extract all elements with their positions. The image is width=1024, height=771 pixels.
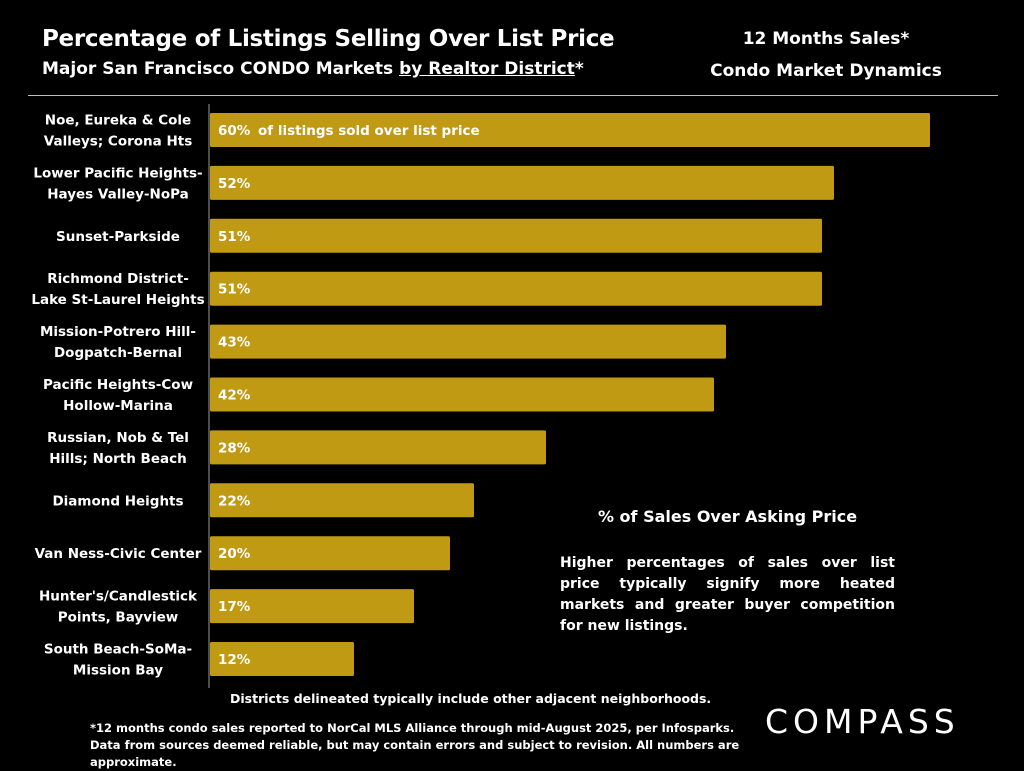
bar — [210, 377, 714, 412]
bar-value-label: 22% — [218, 493, 251, 509]
bar — [210, 218, 822, 253]
bar-value-label: 42% — [218, 388, 251, 404]
bar-value-label: 52% — [218, 176, 251, 192]
category-label: Van Ness-Civic Center — [35, 546, 202, 562]
header-divider — [28, 95, 998, 96]
bar — [210, 536, 450, 571]
bar — [210, 642, 354, 676]
right-header-line1: 12 Months Sales* — [742, 29, 910, 49]
bar — [210, 113, 930, 147]
category-label: Mission-Potrero Hill- — [40, 324, 196, 340]
annotation-heading: % of Sales Over Asking Price — [597, 507, 858, 526]
bar-value-label: 12% — [218, 652, 251, 668]
category-label: Pacific Heights-Cow — [43, 377, 193, 393]
subtitle-pre: Major San Francisco CONDO Markets — [42, 59, 400, 79]
bar — [210, 483, 474, 518]
right-header-line2: Condo Market Dynamics — [710, 61, 942, 81]
category-label: Sunset-Parkside — [56, 229, 180, 245]
category-label: Mission Bay — [73, 663, 163, 679]
category-label: South Beach-SoMa- — [44, 642, 192, 658]
category-label: Hills; North Beach — [49, 451, 186, 467]
category-label: Richmond District- — [47, 271, 189, 287]
bar — [210, 589, 414, 624]
category-label: Hunter's/Candlestick — [39, 589, 198, 605]
bar — [210, 430, 546, 465]
bar-value-label: 20% — [218, 546, 251, 562]
category-label: Valleys; Corona Hts — [44, 134, 193, 150]
footer-note: Districts delineated typically include o… — [230, 691, 712, 706]
category-label: Lake St-Laurel Heights — [31, 292, 204, 308]
category-label: Russian, Nob & Tel — [47, 430, 189, 446]
category-label: Hayes Valley-NoPa — [47, 186, 189, 202]
subtitle-post: * — [574, 59, 584, 79]
annotation-body: Higher percentages of sales over list pr… — [560, 555, 895, 634]
bar-value-label: 17% — [218, 599, 251, 615]
category-label: Dogpatch-Bernal — [54, 345, 182, 361]
category-label: Hollow-Marina — [63, 398, 173, 414]
chart-title: Percentage of Listings Selling Over List… — [42, 26, 615, 52]
bar-value-label: 28% — [218, 440, 251, 456]
compass-logo: COMPASS — [765, 702, 960, 741]
bar-value-label: 51% — [218, 282, 251, 298]
bar-value-label: 43% — [218, 335, 251, 351]
category-label: Noe, Eureka & Cole — [45, 113, 191, 129]
category-label: Diamond Heights — [52, 493, 183, 509]
bar-note-label: of listings sold over list price — [258, 123, 480, 139]
chart-subtitle: Major San Francisco CONDO Markets by Rea… — [42, 59, 584, 79]
bar — [210, 165, 834, 200]
bar — [210, 271, 822, 306]
footer-source: *12 months condo sales reported to NorCa… — [90, 721, 740, 769]
bar — [210, 324, 726, 359]
subtitle-underlined: by Realtor District — [399, 59, 575, 79]
category-label: Lower Pacific Heights- — [33, 165, 202, 181]
bar-value-label: 51% — [218, 229, 251, 245]
bar-value-label: 60% — [218, 123, 251, 139]
category-label: Points, Bayview — [58, 610, 179, 626]
